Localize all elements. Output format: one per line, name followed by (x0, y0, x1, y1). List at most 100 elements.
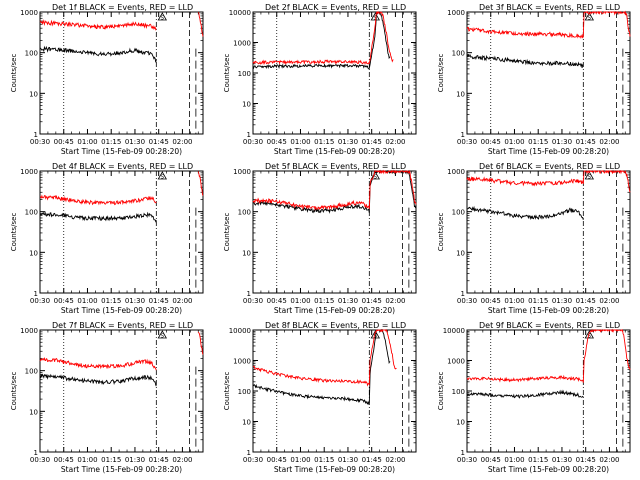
y-tick-label: 1000 (233, 168, 251, 176)
x-tick-label: 01:45 (362, 297, 382, 305)
x-tick-label: 00:30 (243, 297, 263, 305)
x-tick-label: 01:00 (77, 138, 97, 146)
y-axis-title: Counts/sec (10, 54, 18, 93)
x-tick-label: 01:15 (314, 138, 334, 146)
y-tick-label: 10 (456, 249, 465, 257)
x-tick-label: 01:15 (101, 297, 121, 305)
y-tick-label: 1000 (20, 168, 38, 176)
events-series-line (39, 210, 157, 223)
panel-title: Det 4f BLACK = Events, RED = LLD (52, 162, 193, 171)
x-tick-label: 02:00 (172, 456, 192, 464)
x-tick-label: 02:00 (599, 297, 619, 305)
x-tick-label: 00:30 (457, 297, 477, 305)
x-tick-label: 00:45 (54, 456, 74, 464)
x-tick-label: 00:45 (54, 138, 74, 146)
events-series-line (39, 45, 157, 63)
x-tick-label: 01:45 (576, 456, 596, 464)
y-tick-label: 10000 (443, 327, 465, 335)
y-tick-label: 10 (242, 419, 251, 427)
x-tick-label: 01:45 (362, 138, 382, 146)
x-tick-label: 00:45 (481, 297, 501, 305)
plot-frame (39, 11, 204, 135)
x-tick-label: 00:30 (243, 456, 263, 464)
y-tick-label: 100 (452, 388, 465, 396)
y-tick-label: 100 (238, 209, 251, 217)
panel-det-9f: Det 9f BLACK = Events, RED = LLD 1 10 100 10… (437, 321, 631, 474)
panel-det-3f: Det 3f BLACK = Events, RED = LLD 1 10 100 10… (437, 3, 631, 156)
panel-title: Det 1f BLACK = Events, RED = LLD (52, 3, 193, 12)
y-tick-label: 1 (247, 131, 251, 139)
y-axis-title: Counts/sec (10, 372, 18, 411)
lld-series-line (466, 169, 631, 193)
saa-triangle-marker (157, 330, 168, 339)
x-tick-label: 01:00 (77, 297, 97, 305)
lld-series-line (252, 169, 417, 211)
x-axis-title: Start Time (15-Feb-09 00:28:20) (61, 306, 182, 315)
x-tick-label: 01:15 (314, 456, 334, 464)
plot-frame (252, 170, 417, 294)
x-tick-label: 00:30 (30, 138, 50, 146)
x-tick-label: 01:45 (149, 456, 169, 464)
y-tick-label: 10 (242, 101, 251, 109)
x-tick-label: 00:30 (457, 456, 477, 464)
x-tick-label: 00:30 (30, 297, 50, 305)
panel-title: Det 3f BLACK = Events, RED = LLD (479, 3, 620, 12)
lld-series-line (252, 11, 394, 66)
panel-det-8f: Det 8f BLACK = Events, RED = LLD 1 10 100 10… (223, 321, 417, 474)
x-tick-label: 00:45 (267, 138, 287, 146)
y-tick-label: 1000 (20, 327, 38, 335)
x-tick-label: 01:15 (101, 456, 121, 464)
x-tick-label: 01:15 (314, 297, 334, 305)
x-tick-label: 02:00 (599, 456, 619, 464)
x-axis-title: Start Time (15-Feb-09 00:28:20) (61, 147, 182, 156)
y-tick-label: 1000 (233, 40, 251, 48)
y-tick-label: 1 (247, 290, 251, 298)
y-tick-label: 10 (456, 90, 465, 98)
x-axis-title: Start Time (15-Feb-09 00:28:20) (274, 465, 395, 474)
y-tick-label: 10 (456, 419, 465, 427)
y-tick-label: 1000 (447, 358, 465, 366)
y-axis-title: Counts/sec (437, 54, 445, 93)
x-tick-label: 01:30 (125, 297, 145, 305)
x-tick-label: 01:45 (576, 297, 596, 305)
panel-title: Det 6f BLACK = Events, RED = LLD (479, 162, 620, 171)
x-axis-title: Start Time (15-Feb-09 00:28:20) (488, 465, 609, 474)
saa-triangle-marker (157, 12, 168, 21)
annotation-label: S (588, 334, 591, 340)
x-tick-label: 01:45 (149, 138, 169, 146)
x-tick-label: 01:00 (504, 456, 524, 464)
x-tick-label: 01:30 (338, 138, 358, 146)
events-series-line (466, 205, 584, 221)
y-tick-label: 100 (25, 368, 38, 376)
y-tick-label: 10 (242, 249, 251, 257)
x-tick-label: 02:00 (385, 297, 405, 305)
panel-grid: Det 1f BLACK = Events, RED = LLD11010010… (10, 3, 631, 474)
x-axis-title: Start Time (15-Feb-09 00:28:20) (488, 306, 609, 315)
panel-det-1f: Det 1f BLACK = Events, RED = LLD 1 10 100 10… (10, 3, 204, 156)
x-tick-label: 01:45 (576, 138, 596, 146)
x-tick-label: 01:15 (101, 138, 121, 146)
y-tick-label: 1 (461, 131, 465, 139)
x-axis-title: Start Time (15-Feb-09 00:28:20) (61, 465, 182, 474)
x-tick-label: 01:00 (290, 138, 310, 146)
panel-title: Det 8f BLACK = Events, RED = LLD (265, 321, 406, 330)
y-tick-label: 100 (238, 388, 251, 396)
y-tick-label: 100 (25, 209, 38, 217)
x-tick-label: 01:30 (338, 297, 358, 305)
y-tick-label: 1 (461, 290, 465, 298)
y-tick-label: 10 (29, 408, 38, 416)
y-tick-label: 10 (29, 249, 38, 257)
events-series-line (466, 389, 584, 399)
y-tick-label: 1 (34, 449, 38, 457)
annotation-label: S (161, 175, 164, 181)
panel-title: Det 9f BLACK = Events, RED = LLD (479, 321, 620, 330)
y-tick-label: 100 (452, 209, 465, 217)
y-tick-label: 1000 (447, 168, 465, 176)
plot-frame (466, 170, 631, 294)
plot-frame (466, 11, 631, 135)
x-tick-label: 02:00 (385, 138, 405, 146)
x-tick-label: 01:00 (77, 456, 97, 464)
y-tick-label: 1000 (20, 9, 38, 17)
saa-triangle-marker (157, 171, 168, 180)
